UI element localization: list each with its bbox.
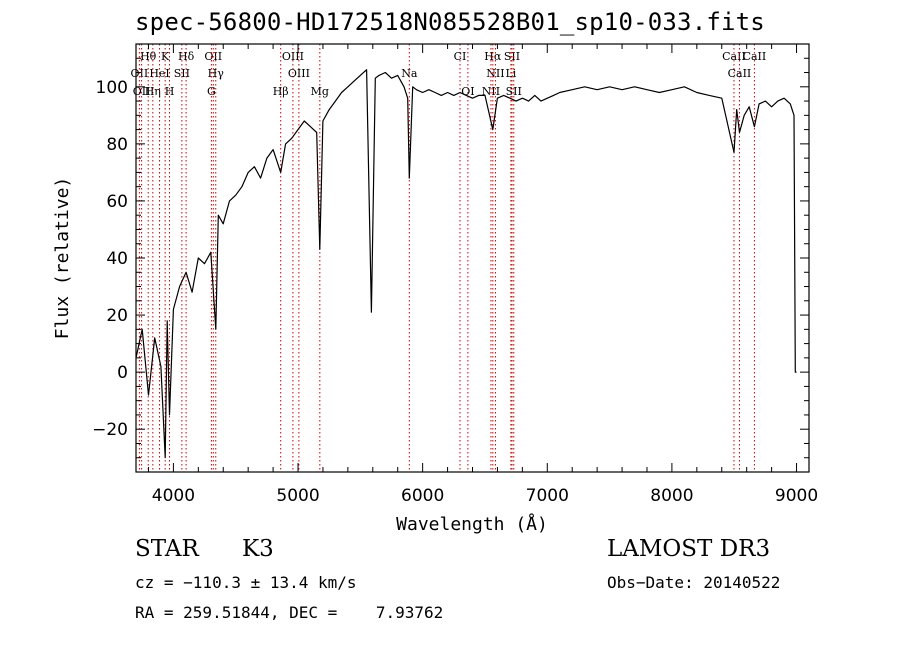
x-tick-label-9000: 9000 (775, 486, 818, 506)
x-axis-label: Wavelength (Å) (396, 513, 548, 535)
x-tick-label-8000: 8000 (650, 486, 693, 506)
y-tick-label-60: 60 (106, 192, 128, 212)
x-axis: 4000 5000 6000 7000 8000 9000 (147, 44, 818, 506)
line-marker-label-3: OII (204, 50, 222, 63)
line-marker-label-7: SII (504, 50, 520, 63)
x-tick-label-4000: 4000 (152, 486, 195, 506)
y-axis: −20 0 20 40 60 80 100 (92, 57, 809, 459)
x-tick-label-7000: 7000 (526, 486, 569, 506)
y-tick-label-100: 100 (96, 78, 128, 98)
observation-date: Obs−Date: 20140522 (607, 573, 781, 592)
line-marker-label-17: CaII (728, 67, 752, 80)
object-type: STAR (135, 536, 199, 562)
redshift-cz: cz = −110.3 ± 13.4 km/s (135, 573, 357, 592)
line-marker-label-2: Hδ (178, 50, 195, 63)
line-marker-label-14: Na (401, 67, 418, 80)
line-marker-label-6: Hα (484, 50, 502, 63)
x-tick-label-6000: 6000 (401, 486, 444, 506)
y-axis-label: Flux (relative) (52, 177, 73, 340)
line-marker-label-22: Hβ (273, 85, 289, 98)
line-marker-label-23: Mg (311, 85, 329, 98)
y-tick-label-0: 0 (117, 363, 128, 383)
survey-name: LAMOST DR3 (607, 536, 771, 562)
line-marker-label-26: SII (506, 85, 522, 98)
line-marker-label-0: Hθ (140, 50, 157, 63)
sky-coordinates: RA = 259.51844, DEC = 7.93762 (135, 603, 444, 622)
y-tick-label-20: 20 (106, 306, 128, 326)
line-marker-label-9: OII (131, 67, 149, 80)
line-marker-label-10: HeI (149, 67, 169, 80)
line-marker-label-18: OII (133, 85, 151, 98)
y-tick-label--20: −20 (92, 420, 128, 440)
line-marker-label-1: K (161, 50, 170, 63)
line-marker-label-12: Hγ (208, 67, 225, 80)
line-marker-label-4: OIII (282, 50, 304, 63)
line-marker-label-25: NII (482, 85, 500, 98)
y-tick-label-40: 40 (106, 249, 128, 269)
line-marker-label-15: NII (486, 67, 504, 80)
line-marker-label-16: Li (505, 67, 516, 80)
x-tick-label-5000: 5000 (276, 486, 319, 506)
spectral-subclass: K3 (242, 536, 274, 562)
chart-title: spec-56800-HD172518N085528B01_sp10-033.f… (135, 8, 765, 36)
line-marker-label-13: OIII (288, 67, 310, 80)
y-tick-label-80: 80 (106, 135, 128, 155)
line-marker-label-11: SII (174, 67, 190, 80)
line-marker-label-20: H (165, 85, 175, 98)
plot-frame (135, 43, 810, 473)
line-marker-label-5: CI (454, 50, 467, 63)
line-marker-label-19: Hη (145, 85, 161, 98)
spectrum-series-line (136, 69, 797, 459)
line-marker-label-21: G (207, 85, 216, 98)
line-marker-label-27: CaII (743, 50, 767, 63)
